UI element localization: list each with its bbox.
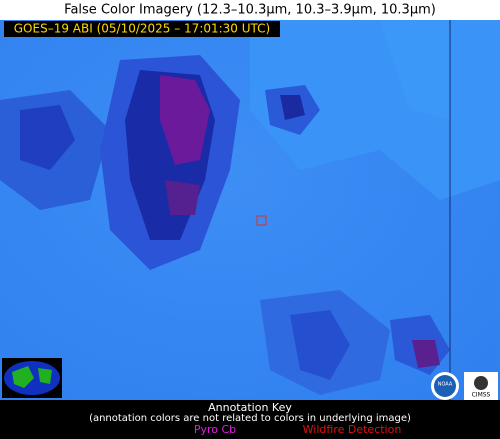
key-wildfire-detection: Wildfire Detection: [303, 423, 402, 436]
globe-icon: [2, 358, 62, 398]
noaa-logo: NOAA: [431, 372, 459, 400]
image-label-box: [4, 21, 280, 37]
annotation-key-note: (annotation colors are not related to co…: [89, 413, 411, 424]
noaa-text: NOAA: [438, 382, 453, 388]
cimss-text: CIMSS: [472, 392, 491, 399]
title-band: [0, 0, 500, 20]
key-pyro-cb: Pyro Cb: [194, 423, 236, 436]
annotation-key-band: [0, 400, 500, 439]
satellite-image: [0, 20, 500, 400]
image-label: GOES–19 ABI (05/10/2025 – 17:01:30 UTC): [14, 22, 270, 36]
title: False Color Imagery (12.3–10.3µm, 10.3–3…: [64, 3, 436, 18]
cimss-logo: CIMSS: [464, 372, 498, 400]
annotation-key-title: Annotation Key: [208, 401, 292, 414]
